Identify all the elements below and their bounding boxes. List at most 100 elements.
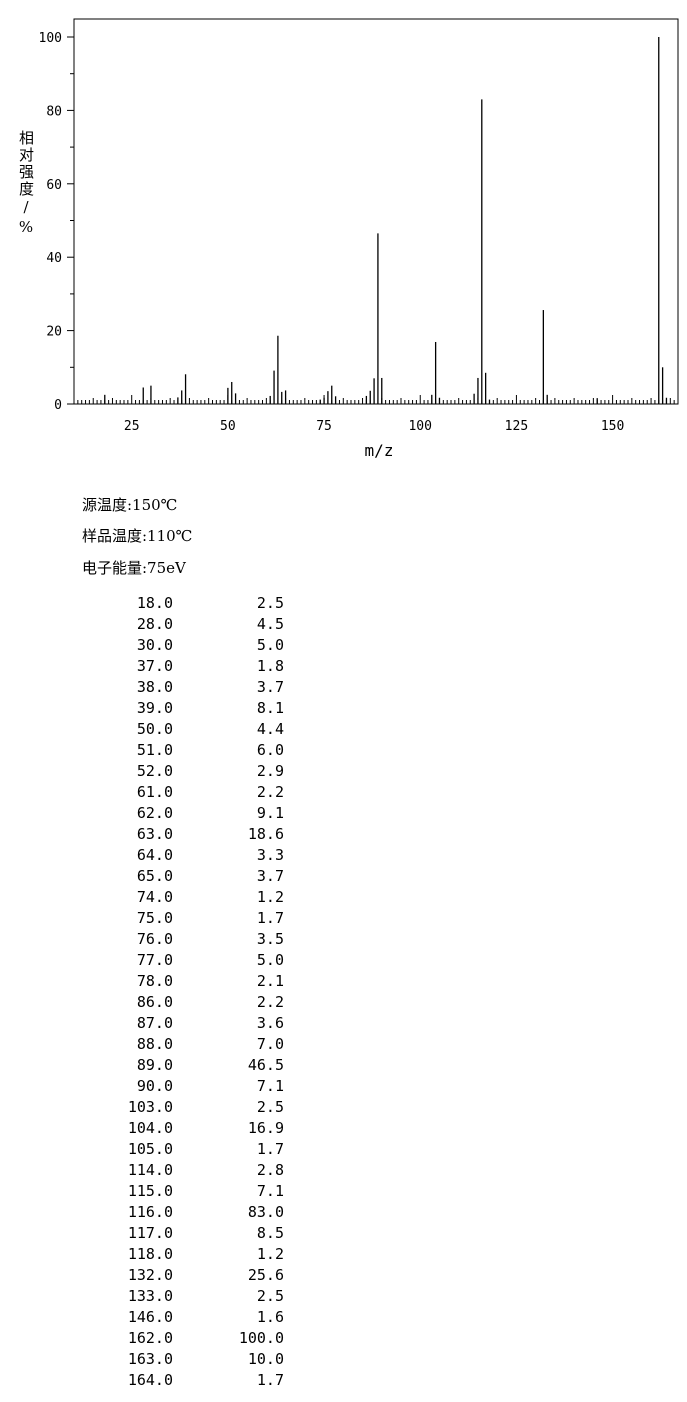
table-row: 118.0 1.2 xyxy=(100,1244,300,1265)
table-row: 63.0 18.6 xyxy=(100,824,300,845)
table-row: 39.0 8.1 xyxy=(100,698,300,719)
intensity-cell: 1.8 xyxy=(256,657,284,675)
table-row: 162.0 100.0 xyxy=(100,1328,300,1349)
intensity-cell: 5.0 xyxy=(256,636,284,654)
mz-cell: 76.0 xyxy=(136,930,173,948)
intensity-cell: 1.7 xyxy=(256,1140,284,1158)
intensity-cell: 4.5 xyxy=(256,615,284,633)
y-tick-label: 60 xyxy=(46,178,62,193)
y-axis-title: 相对强度/% xyxy=(17,130,35,238)
mz-cell: 77.0 xyxy=(136,951,173,969)
table-row: 75.0 1.7 xyxy=(100,908,300,929)
mz-cell: 89.0 xyxy=(136,1056,173,1074)
intensity-cell: 100.0 xyxy=(238,1329,284,1347)
mz-cell: 18.0 xyxy=(136,594,173,612)
mz-cell: 75.0 xyxy=(136,909,173,927)
table-row: 64.0 3.3 xyxy=(100,845,300,866)
mz-cell: 30.0 xyxy=(136,636,173,654)
x-tick-label: 100 xyxy=(408,419,431,434)
table-row: 62.0 9.1 xyxy=(100,803,300,824)
mz-cell: 38.0 xyxy=(136,678,173,696)
mz-cell: 163.0 xyxy=(127,1350,173,1368)
table-row: 30.0 5.0 xyxy=(100,635,300,656)
mz-cell: 115.0 xyxy=(127,1182,173,1200)
mz-cell: 65.0 xyxy=(136,867,173,885)
intensity-cell: 3.7 xyxy=(256,867,284,885)
table-row: 115.0 7.1 xyxy=(100,1181,300,1202)
x-tick-label: 50 xyxy=(220,419,236,434)
mz-cell: 132.0 xyxy=(127,1266,173,1284)
intensity-cell: 3.6 xyxy=(256,1014,284,1032)
plot-border xyxy=(73,18,679,405)
mz-cell: 51.0 xyxy=(136,741,173,759)
mz-cell: 87.0 xyxy=(136,1014,173,1032)
x-tick-label: 75 xyxy=(316,419,332,434)
table-row: 132.0 25.6 xyxy=(100,1265,300,1286)
intensity-cell: 1.7 xyxy=(256,1371,284,1389)
intensity-cell: 7.0 xyxy=(256,1035,284,1053)
intensity-cell: 3.5 xyxy=(256,930,284,948)
mz-cell: 104.0 xyxy=(127,1119,173,1137)
mz-cell: 39.0 xyxy=(136,699,173,717)
intensity-cell: 2.9 xyxy=(256,762,284,780)
axis-labels: 25 50 75 100 125 150 0 20 40 60 80 100 m/z 相对强度/% xyxy=(17,31,624,460)
table-row: 65.0 3.7 xyxy=(100,866,300,887)
table-row: 163.0 10.0 xyxy=(100,1349,300,1370)
mz-cell: 63.0 xyxy=(136,825,173,843)
x-axis-title: m/z xyxy=(365,441,394,460)
x-tick-label: 125 xyxy=(505,419,528,434)
table-row: 103.0 2.5 xyxy=(100,1097,300,1118)
x-tick-label: 150 xyxy=(601,419,624,434)
y-tick-label: 40 xyxy=(46,251,62,266)
mz-cell: 116.0 xyxy=(127,1203,173,1221)
intensity-cell: 3.7 xyxy=(256,678,284,696)
table-row: 74.0 1.2 xyxy=(100,887,300,908)
intensity-cell: 1.7 xyxy=(256,909,284,927)
axis-ticks xyxy=(67,36,679,405)
table-row: 18.0 2.5 xyxy=(100,593,300,614)
mz-cell: 118.0 xyxy=(127,1245,173,1263)
mz-cell: 78.0 xyxy=(136,972,173,990)
table-row: 133.0 2.5 xyxy=(100,1286,300,1307)
intensity-cell: 16.9 xyxy=(247,1119,284,1137)
mz-cell: 162.0 xyxy=(127,1329,173,1347)
intensity-cell: 46.5 xyxy=(247,1056,284,1074)
y-tick-label: 80 xyxy=(46,104,62,119)
mz-cell: 52.0 xyxy=(136,762,173,780)
intensity-cell: 3.3 xyxy=(256,846,284,864)
mz-cell: 37.0 xyxy=(136,657,173,675)
x-tick-label: 25 xyxy=(124,419,140,434)
mz-cell: 146.0 xyxy=(127,1308,173,1326)
mz-cell: 74.0 xyxy=(136,888,173,906)
y-tick-label: 20 xyxy=(46,325,62,340)
spectrum-peaks xyxy=(104,37,668,404)
y-tick-label: 100 xyxy=(39,31,62,46)
intensity-cell: 7.1 xyxy=(256,1077,284,1095)
mass-spectrum-chart: 25 50 75 100 125 150 0 20 40 60 80 100 m/z 相对强度/% xyxy=(17,18,679,460)
intensity-cell: 2.5 xyxy=(256,1287,284,1305)
intensity-cell: 25.6 xyxy=(247,1266,284,1284)
table-row: 116.0 83.0 xyxy=(100,1202,300,1223)
peak-table: 18.0 2.5 28.0 4.5 30.0 5.0 37.0 1.8 38.0 3.7 39.0 8… xyxy=(100,593,300,1391)
mz-cell: 105.0 xyxy=(127,1140,173,1158)
intensity-cell: 2.1 xyxy=(256,972,284,990)
table-row: 28.0 4.5 xyxy=(100,614,300,635)
sample-temperature: 样品温度:110℃ xyxy=(82,527,193,545)
intensity-cell: 2.2 xyxy=(256,783,284,801)
plot-frame xyxy=(73,18,679,405)
intensity-cell: 2.8 xyxy=(256,1161,284,1179)
intensity-cell: 4.4 xyxy=(256,720,284,738)
table-row: 76.0 3.5 xyxy=(100,929,300,950)
intensity-cell: 6.0 xyxy=(256,741,284,759)
table-row: 78.0 2.1 xyxy=(100,971,300,992)
mz-cell: 164.0 xyxy=(127,1371,173,1389)
table-row: 90.0 7.1 xyxy=(100,1076,300,1097)
table-row: 88.0 7.0 xyxy=(100,1034,300,1055)
table-row: 87.0 3.6 xyxy=(100,1013,300,1034)
intensity-cell: 9.1 xyxy=(256,804,284,822)
table-row: 117.0 8.5 xyxy=(100,1223,300,1244)
intensity-cell: 8.5 xyxy=(256,1224,284,1242)
table-row: 164.0 1.7 xyxy=(100,1370,300,1391)
mz-cell: 62.0 xyxy=(136,804,173,822)
table-row: 61.0 2.2 xyxy=(100,782,300,803)
